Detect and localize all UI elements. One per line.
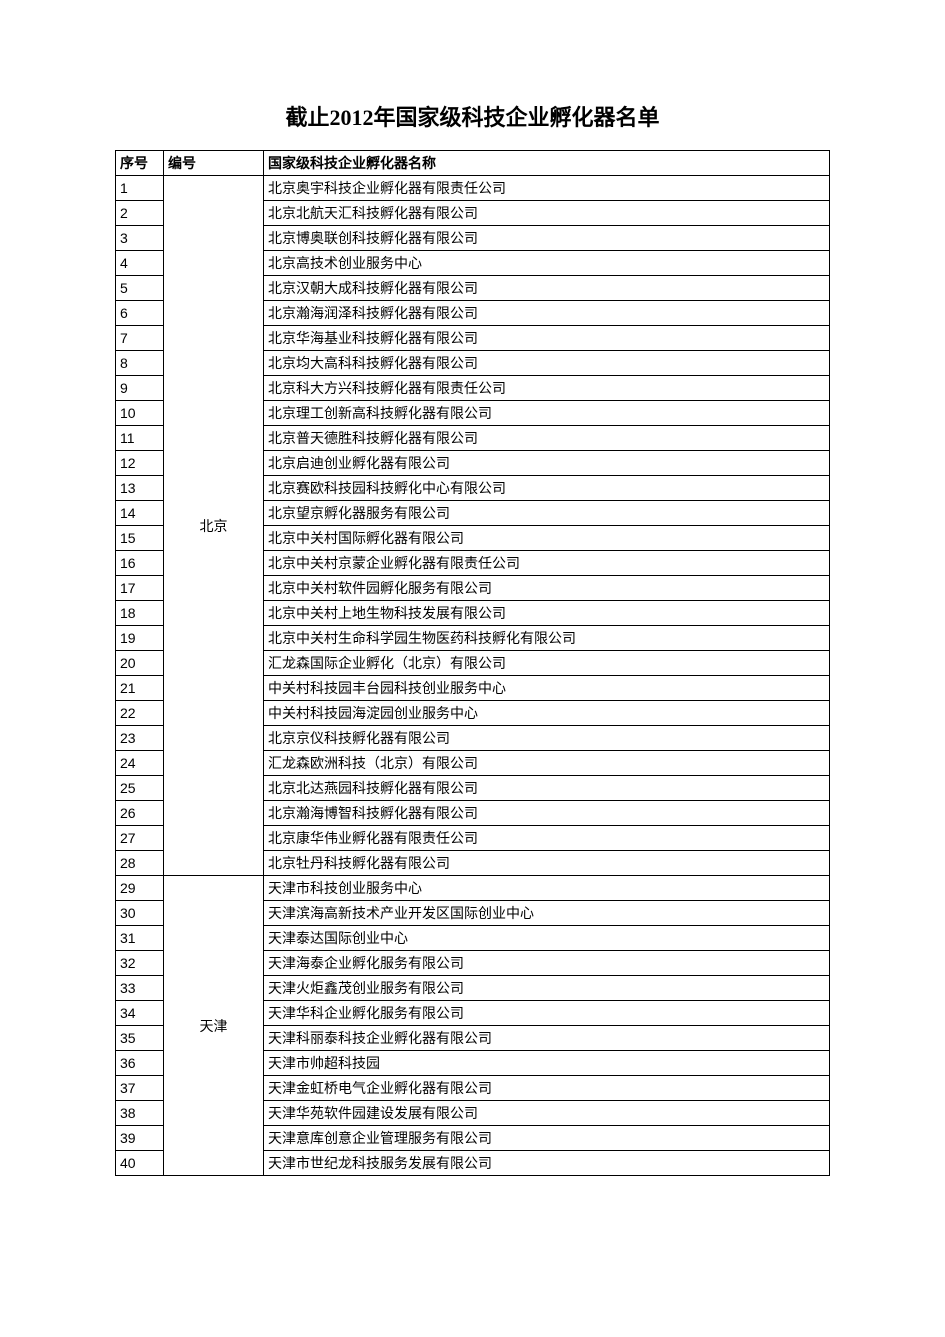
name-cell: 北京瀚海润泽科技孵化器有限公司 <box>264 301 830 326</box>
name-cell: 北京均大高科科技孵化器有限公司 <box>264 351 830 376</box>
seq-cell: 11 <box>116 426 164 451</box>
name-cell: 汇龙森欧洲科技（北京）有限公司 <box>264 751 830 776</box>
seq-cell: 20 <box>116 651 164 676</box>
seq-cell: 35 <box>116 1026 164 1051</box>
seq-cell: 14 <box>116 501 164 526</box>
name-cell: 北京中关村软件园孵化服务有限公司 <box>264 576 830 601</box>
name-cell: 北京北航天汇科技孵化器有限公司 <box>264 201 830 226</box>
seq-cell: 28 <box>116 851 164 876</box>
name-cell: 北京赛欧科技园科技孵化中心有限公司 <box>264 476 830 501</box>
name-cell: 北京启迪创业孵化器有限公司 <box>264 451 830 476</box>
name-cell: 天津意库创意企业管理服务有限公司 <box>264 1126 830 1151</box>
name-cell: 北京理工创新高科技孵化器有限公司 <box>264 401 830 426</box>
name-cell: 天津科丽泰科技企业孵化器有限公司 <box>264 1026 830 1051</box>
seq-cell: 9 <box>116 376 164 401</box>
name-cell: 北京牡丹科技孵化器有限公司 <box>264 851 830 876</box>
seq-cell: 32 <box>116 951 164 976</box>
col-header-name: 国家级科技企业孵化器名称 <box>264 151 830 176</box>
table-row: 1北京北京奥宇科技企业孵化器有限责任公司 <box>116 176 830 201</box>
seq-cell: 7 <box>116 326 164 351</box>
name-cell: 北京普天德胜科技孵化器有限公司 <box>264 426 830 451</box>
seq-cell: 31 <box>116 926 164 951</box>
name-cell: 北京北达燕园科技孵化器有限公司 <box>264 776 830 801</box>
table-row: 29天津天津市科技创业服务中心 <box>116 876 830 901</box>
seq-cell: 24 <box>116 751 164 776</box>
seq-cell: 27 <box>116 826 164 851</box>
name-cell: 天津泰达国际创业中心 <box>264 926 830 951</box>
seq-cell: 19 <box>116 626 164 651</box>
name-cell: 北京望京孵化器服务有限公司 <box>264 501 830 526</box>
seq-cell: 2 <box>116 201 164 226</box>
seq-cell: 38 <box>116 1101 164 1126</box>
name-cell: 天津滨海高新技术产业开发区国际创业中心 <box>264 901 830 926</box>
table-body: 1北京北京奥宇科技企业孵化器有限责任公司2北京北航天汇科技孵化器有限公司3北京博… <box>116 176 830 1176</box>
name-cell: 天津市世纪龙科技服务发展有限公司 <box>264 1151 830 1176</box>
name-cell: 北京科大方兴科技孵化器有限责任公司 <box>264 376 830 401</box>
name-cell: 北京中关村生命科学园生物医药科技孵化有限公司 <box>264 626 830 651</box>
name-cell: 天津海泰企业孵化服务有限公司 <box>264 951 830 976</box>
seq-cell: 33 <box>116 976 164 1001</box>
seq-cell: 22 <box>116 701 164 726</box>
name-cell: 汇龙森国际企业孵化（北京）有限公司 <box>264 651 830 676</box>
name-cell: 北京高技术创业服务中心 <box>264 251 830 276</box>
region-cell: 天津 <box>164 876 264 1176</box>
page-title: 截止2012年国家级科技企业孵化器名单 <box>115 100 830 132</box>
name-cell: 北京瀚海博智科技孵化器有限公司 <box>264 801 830 826</box>
seq-cell: 21 <box>116 676 164 701</box>
seq-cell: 5 <box>116 276 164 301</box>
name-cell: 中关村科技园海淀园创业服务中心 <box>264 701 830 726</box>
name-cell: 北京京仪科技孵化器有限公司 <box>264 726 830 751</box>
name-cell: 北京博奥联创科技孵化器有限公司 <box>264 226 830 251</box>
col-header-seq: 序号 <box>116 151 164 176</box>
seq-cell: 12 <box>116 451 164 476</box>
name-cell: 北京中关村上地生物科技发展有限公司 <box>264 601 830 626</box>
name-cell: 天津华科企业孵化服务有限公司 <box>264 1001 830 1026</box>
incubator-table: 序号 编号 国家级科技企业孵化器名称 1北京北京奥宇科技企业孵化器有限责任公司2… <box>115 150 830 1176</box>
name-cell: 天津华苑软件园建设发展有限公司 <box>264 1101 830 1126</box>
name-cell: 北京康华伟业孵化器有限责任公司 <box>264 826 830 851</box>
seq-cell: 8 <box>116 351 164 376</box>
seq-cell: 36 <box>116 1051 164 1076</box>
seq-cell: 13 <box>116 476 164 501</box>
name-cell: 北京汉朝大成科技孵化器有限公司 <box>264 276 830 301</box>
seq-cell: 39 <box>116 1126 164 1151</box>
seq-cell: 30 <box>116 901 164 926</box>
seq-cell: 4 <box>116 251 164 276</box>
seq-cell: 18 <box>116 601 164 626</box>
seq-cell: 25 <box>116 776 164 801</box>
name-cell: 北京华海基业科技孵化器有限公司 <box>264 326 830 351</box>
seq-cell: 40 <box>116 1151 164 1176</box>
seq-cell: 17 <box>116 576 164 601</box>
seq-cell: 1 <box>116 176 164 201</box>
seq-cell: 34 <box>116 1001 164 1026</box>
name-cell: 北京中关村国际孵化器有限公司 <box>264 526 830 551</box>
seq-cell: 10 <box>116 401 164 426</box>
seq-cell: 3 <box>116 226 164 251</box>
region-cell: 北京 <box>164 176 264 876</box>
name-cell: 天津市帅超科技园 <box>264 1051 830 1076</box>
table-header-row: 序号 编号 国家级科技企业孵化器名称 <box>116 151 830 176</box>
seq-cell: 29 <box>116 876 164 901</box>
col-header-region: 编号 <box>164 151 264 176</box>
name-cell: 天津市科技创业服务中心 <box>264 876 830 901</box>
name-cell: 北京中关村京蒙企业孵化器有限责任公司 <box>264 551 830 576</box>
seq-cell: 26 <box>116 801 164 826</box>
seq-cell: 6 <box>116 301 164 326</box>
name-cell: 北京奥宇科技企业孵化器有限责任公司 <box>264 176 830 201</box>
name-cell: 天津金虹桥电气企业孵化器有限公司 <box>264 1076 830 1101</box>
seq-cell: 15 <box>116 526 164 551</box>
name-cell: 天津火炬鑫茂创业服务有限公司 <box>264 976 830 1001</box>
name-cell: 中关村科技园丰台园科技创业服务中心 <box>264 676 830 701</box>
seq-cell: 16 <box>116 551 164 576</box>
seq-cell: 23 <box>116 726 164 751</box>
seq-cell: 37 <box>116 1076 164 1101</box>
